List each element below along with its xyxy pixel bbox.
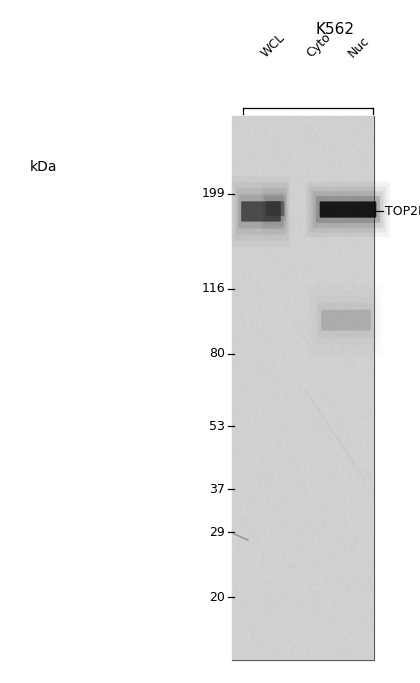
FancyBboxPatch shape <box>316 196 380 223</box>
Text: TOP2B: TOP2B <box>385 205 420 218</box>
Text: K562: K562 <box>315 22 354 37</box>
Text: Cyto: Cyto <box>304 31 333 60</box>
Text: 116: 116 <box>201 282 225 295</box>
Text: 199: 199 <box>201 187 225 200</box>
Text: Nuc: Nuc <box>346 33 372 60</box>
Text: WCL: WCL <box>259 31 288 60</box>
FancyBboxPatch shape <box>239 195 284 228</box>
Text: 37: 37 <box>209 483 225 496</box>
FancyBboxPatch shape <box>320 201 376 218</box>
FancyBboxPatch shape <box>264 196 286 221</box>
Text: 20: 20 <box>209 591 225 604</box>
Text: 53: 53 <box>209 419 225 433</box>
Text: 29: 29 <box>209 526 225 539</box>
FancyBboxPatch shape <box>321 309 371 331</box>
FancyBboxPatch shape <box>312 191 383 228</box>
Text: 80: 80 <box>209 348 225 361</box>
FancyBboxPatch shape <box>310 186 387 232</box>
FancyBboxPatch shape <box>241 201 281 221</box>
Text: kDa: kDa <box>30 160 58 173</box>
FancyBboxPatch shape <box>236 189 286 235</box>
FancyBboxPatch shape <box>265 201 284 216</box>
FancyBboxPatch shape <box>318 303 374 337</box>
Bar <box>232 116 374 660</box>
